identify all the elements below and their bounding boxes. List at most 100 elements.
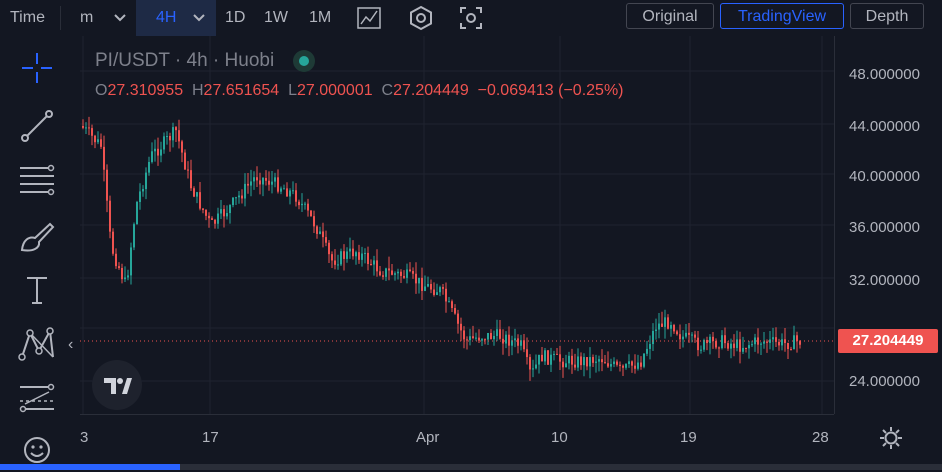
- candle-body: [340, 251, 342, 265]
- bottom-scrollbar[interactable]: [0, 464, 942, 470]
- candle-body: [586, 357, 588, 367]
- candle-body: [538, 354, 540, 365]
- candle-body: [502, 338, 504, 344]
- interval-1w[interactable]: 1W: [264, 9, 288, 26]
- tab-original[interactable]: Original: [626, 3, 714, 29]
- interval-1m[interactable]: 1M: [309, 9, 332, 26]
- measure-icon: [19, 383, 55, 413]
- candle-body: [652, 330, 654, 345]
- candle-body: [121, 267, 123, 280]
- candle-body: [322, 231, 324, 238]
- candle-body: [406, 269, 408, 278]
- candle-body: [661, 323, 663, 327]
- interval-1d[interactable]: 1D: [225, 9, 246, 26]
- candle-body: [427, 284, 429, 287]
- time-tick: 19: [680, 429, 697, 446]
- crosshair-tool[interactable]: [14, 46, 60, 90]
- candle-body: [103, 146, 105, 170]
- high-key: H: [191, 82, 204, 99]
- candle-body: [511, 340, 513, 346]
- crosshair-icon: [22, 53, 52, 83]
- candle-body: [133, 224, 135, 248]
- candle-body: [160, 149, 162, 156]
- chevron-down-icon[interactable]: [113, 12, 127, 24]
- candle-body: [94, 135, 96, 143]
- candle-body: [505, 334, 507, 344]
- candle-body: [184, 152, 186, 170]
- tradingview-logo[interactable]: [92, 360, 142, 410]
- time-axis[interactable]: 3 17 Apr 10 19 28: [80, 414, 834, 465]
- candle-body: [553, 353, 555, 355]
- candle-body: [97, 139, 99, 143]
- candle-body: [304, 203, 306, 205]
- candle-body: [499, 329, 501, 339]
- candle-body: [154, 148, 156, 152]
- market-status-indicator[interactable]: [293, 50, 316, 72]
- screenshot-icon[interactable]: [458, 5, 484, 31]
- candle-body: [790, 348, 792, 350]
- time-tick: 10: [551, 429, 568, 446]
- tab-depth[interactable]: Depth: [850, 3, 924, 29]
- candle-body: [85, 127, 87, 129]
- trend-line-icon: [21, 110, 53, 142]
- candle-body: [739, 339, 741, 352]
- candle-body: [487, 332, 489, 340]
- candle-body: [541, 354, 543, 362]
- candle-body: [454, 308, 456, 314]
- emoji-tool[interactable]: [14, 428, 60, 472]
- candle-body: [235, 197, 237, 199]
- candle-body: [670, 325, 672, 329]
- candle-body: [313, 216, 315, 227]
- top-toolbar: Time m 4H 1D 1W 1M Original TradingView …: [0, 0, 942, 36]
- candles-group: [82, 116, 801, 381]
- candle-body: [775, 337, 777, 342]
- candle-body: [343, 251, 345, 259]
- candle-body: [577, 356, 579, 368]
- candle-body: [619, 364, 621, 366]
- measure-tool[interactable]: [14, 376, 60, 420]
- candle-body: [601, 359, 603, 363]
- chart-type-icon[interactable]: [356, 6, 382, 30]
- candle-body: [766, 341, 768, 343]
- candle-body: [280, 188, 282, 192]
- candle-body: [508, 334, 510, 346]
- scrollbar-thumb[interactable]: [0, 464, 180, 470]
- candle-body: [646, 348, 648, 354]
- candle-body: [295, 190, 297, 202]
- candle-body: [682, 336, 684, 340]
- candle-body: [214, 219, 216, 224]
- candlestick-chart[interactable]: [80, 36, 834, 414]
- brush-icon: [20, 222, 55, 252]
- candle-body: [202, 208, 204, 210]
- interval-4h-selected[interactable]: 4H: [136, 0, 216, 36]
- candle-body: [223, 209, 225, 217]
- current-price-label: 27.204449: [838, 329, 938, 353]
- candle-body: [217, 213, 219, 224]
- candle-body: [676, 331, 678, 335]
- time-label[interactable]: Time: [10, 9, 45, 26]
- candle-body: [163, 136, 165, 150]
- pattern-tool[interactable]: [14, 322, 60, 366]
- candle-body: [466, 339, 468, 341]
- candle-body: [388, 268, 390, 271]
- pattern-icon: [18, 327, 54, 361]
- settings-hexagon-icon[interactable]: [408, 5, 434, 31]
- candle-body: [478, 337, 480, 341]
- candle-body: [196, 192, 198, 197]
- fib-lines-icon: [20, 164, 55, 196]
- candle-body: [724, 335, 726, 344]
- trend-line-tool[interactable]: [14, 104, 60, 148]
- text-tool[interactable]: [14, 268, 60, 312]
- collapse-toolbar-arrow[interactable]: ‹: [68, 336, 74, 353]
- candle-body: [463, 330, 465, 340]
- chart-settings-gear-icon[interactable]: [878, 425, 904, 451]
- candle-body: [262, 177, 264, 185]
- chart-canvas: [80, 36, 834, 414]
- fib-lines-tool[interactable]: [14, 158, 60, 202]
- minutes-dropdown-label[interactable]: m: [80, 9, 94, 26]
- brush-tool[interactable]: [14, 214, 60, 258]
- price-axis[interactable]: 48.000000 44.000000 40.000000 36.000000 …: [834, 36, 942, 414]
- tab-tradingview[interactable]: TradingView: [720, 3, 844, 29]
- price-tick: 40.000000: [849, 168, 920, 185]
- candle-body: [382, 275, 384, 277]
